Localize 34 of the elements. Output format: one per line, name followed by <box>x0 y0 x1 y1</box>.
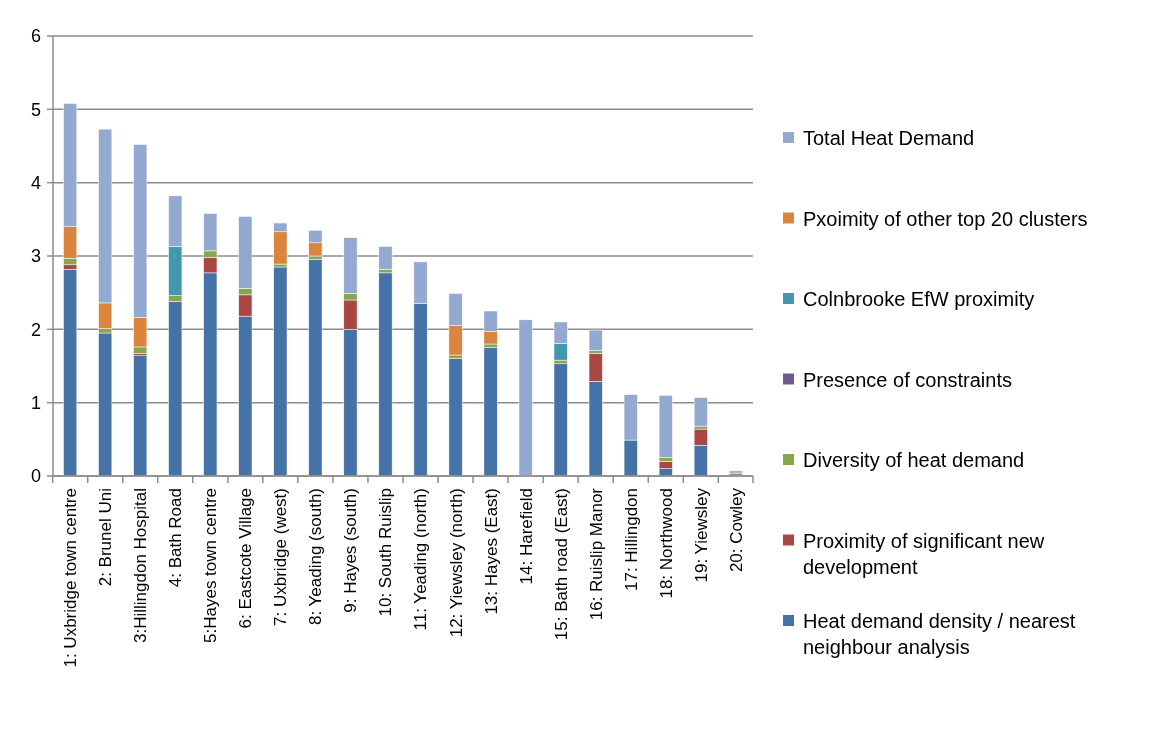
x-tick-label: 19: Yiewsley <box>691 487 711 583</box>
x-tick-label: 16: Ruislip Manor <box>586 487 606 621</box>
legend-label: Proximity of significant new development <box>803 529 1045 578</box>
x-tick-label: 11: Yeading (north) <box>411 488 431 631</box>
legend-label: Diversity of heat demand <box>803 449 1025 471</box>
x-tick-label: 15: Bath road (East) <box>551 488 571 641</box>
x-tick-label: 9: Hayes (south) <box>341 488 361 613</box>
legend-label: Colnbrooke EfW proximity <box>803 288 1035 310</box>
y-tick-label: 3 <box>30 246 41 267</box>
legend-label: Presence of constraints <box>803 368 1012 391</box>
x-tick-label: 5:Hayes town centre <box>201 488 221 643</box>
x-tick-label: 2: Brunel Uni <box>96 488 116 587</box>
x-tick-label: 13: Hayes (East) <box>481 488 501 615</box>
x-tick-label: 4: Bath Road <box>166 488 186 588</box>
x-tick-label: 10: South Ruislip <box>376 488 396 617</box>
x-tick-label: 3:Hillingdon Hospital <box>131 488 151 643</box>
x-tick-label: 7: Uxbridge (west) <box>271 488 291 626</box>
x-tick-label: 8: Yeading (south) <box>306 488 326 626</box>
x-tick-label: 1: Uxbridge town centre <box>61 488 81 668</box>
x-tick-label: 18: Northwood <box>656 488 676 599</box>
legend-label: Pxoimity of other top 20 clusters <box>803 207 1088 230</box>
y-tick-label: 5 <box>30 99 41 120</box>
y-tick-label: 1 <box>30 392 41 413</box>
x-tick-label: 6: Eastcote Village <box>236 488 256 629</box>
y-tick-label: 2 <box>30 319 41 340</box>
y-tick-label: 6 <box>30 26 41 47</box>
y-tick-label: 4 <box>30 172 41 193</box>
x-tick-label: 12: Yiewsley (north) <box>446 488 466 638</box>
legend-label: Total Heat Demand <box>803 127 975 149</box>
x-tick-label: 17: Hillingdon <box>621 488 641 592</box>
x-tick-label: 14: Harefield <box>516 488 536 585</box>
y-tick-label: 0 <box>30 466 41 487</box>
legend-label: Heat demand density / nearest neighbour analysis <box>803 610 1076 658</box>
x-tick-label: 20: Cowley <box>726 487 746 573</box>
